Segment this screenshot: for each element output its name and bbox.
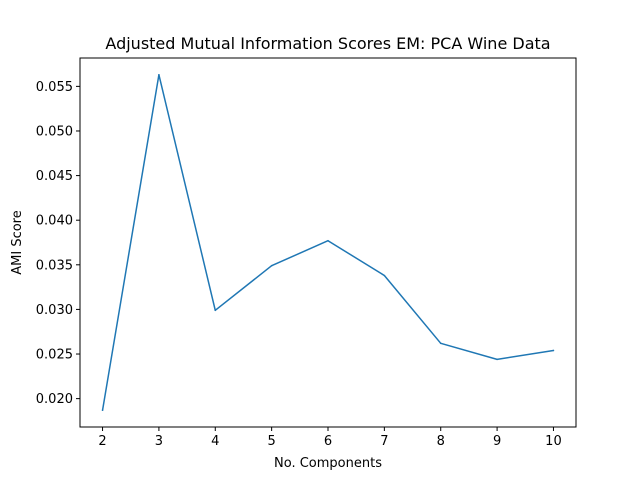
x-tick-label: 4 (211, 434, 219, 449)
data-point (270, 264, 273, 267)
series-layer (101, 73, 555, 412)
data-point (101, 409, 104, 412)
data-point (383, 274, 386, 277)
y-tick-label: 0.020 (36, 392, 73, 407)
y-tick-label: 0.025 (36, 348, 73, 363)
x-tick-label: 8 (437, 434, 445, 449)
x-tick-label: 9 (493, 434, 501, 449)
data-point (496, 358, 498, 361)
data-point (439, 342, 442, 345)
y-tick-label: 0.050 (36, 124, 73, 139)
y-tick-label: 0.035 (36, 258, 73, 273)
x-axis: 2 3 4 5 6 7 8 9 10 (98, 427, 562, 449)
y-tick-label: 0.045 (36, 169, 73, 184)
x-tick-label: 6 (324, 434, 332, 449)
axes-frame (79, 57, 577, 428)
x-tick-label: 5 (267, 434, 275, 449)
y-axis: 0.020 0.025 0.030 0.035 0.040 0.045 0.050 0.055 (36, 80, 80, 407)
data-point (552, 349, 555, 352)
x-tick-label: 10 (545, 434, 562, 449)
data-point (214, 309, 217, 312)
y-tick-label: 0.055 (36, 80, 73, 95)
x-tick-label: 3 (155, 434, 163, 449)
x-axis-label: No. Components (274, 456, 382, 471)
data-point (158, 73, 160, 76)
y-tick-label: 0.040 (36, 214, 73, 229)
x-tick-label: 7 (380, 434, 388, 449)
x-tick-label: 2 (98, 434, 106, 449)
y-axis-label: AMI Score (10, 210, 25, 275)
y-tick-label: 0.030 (36, 303, 73, 318)
data-point (327, 239, 329, 242)
chart-title: Adjusted Mutual Information Scores EM: P… (105, 34, 550, 53)
